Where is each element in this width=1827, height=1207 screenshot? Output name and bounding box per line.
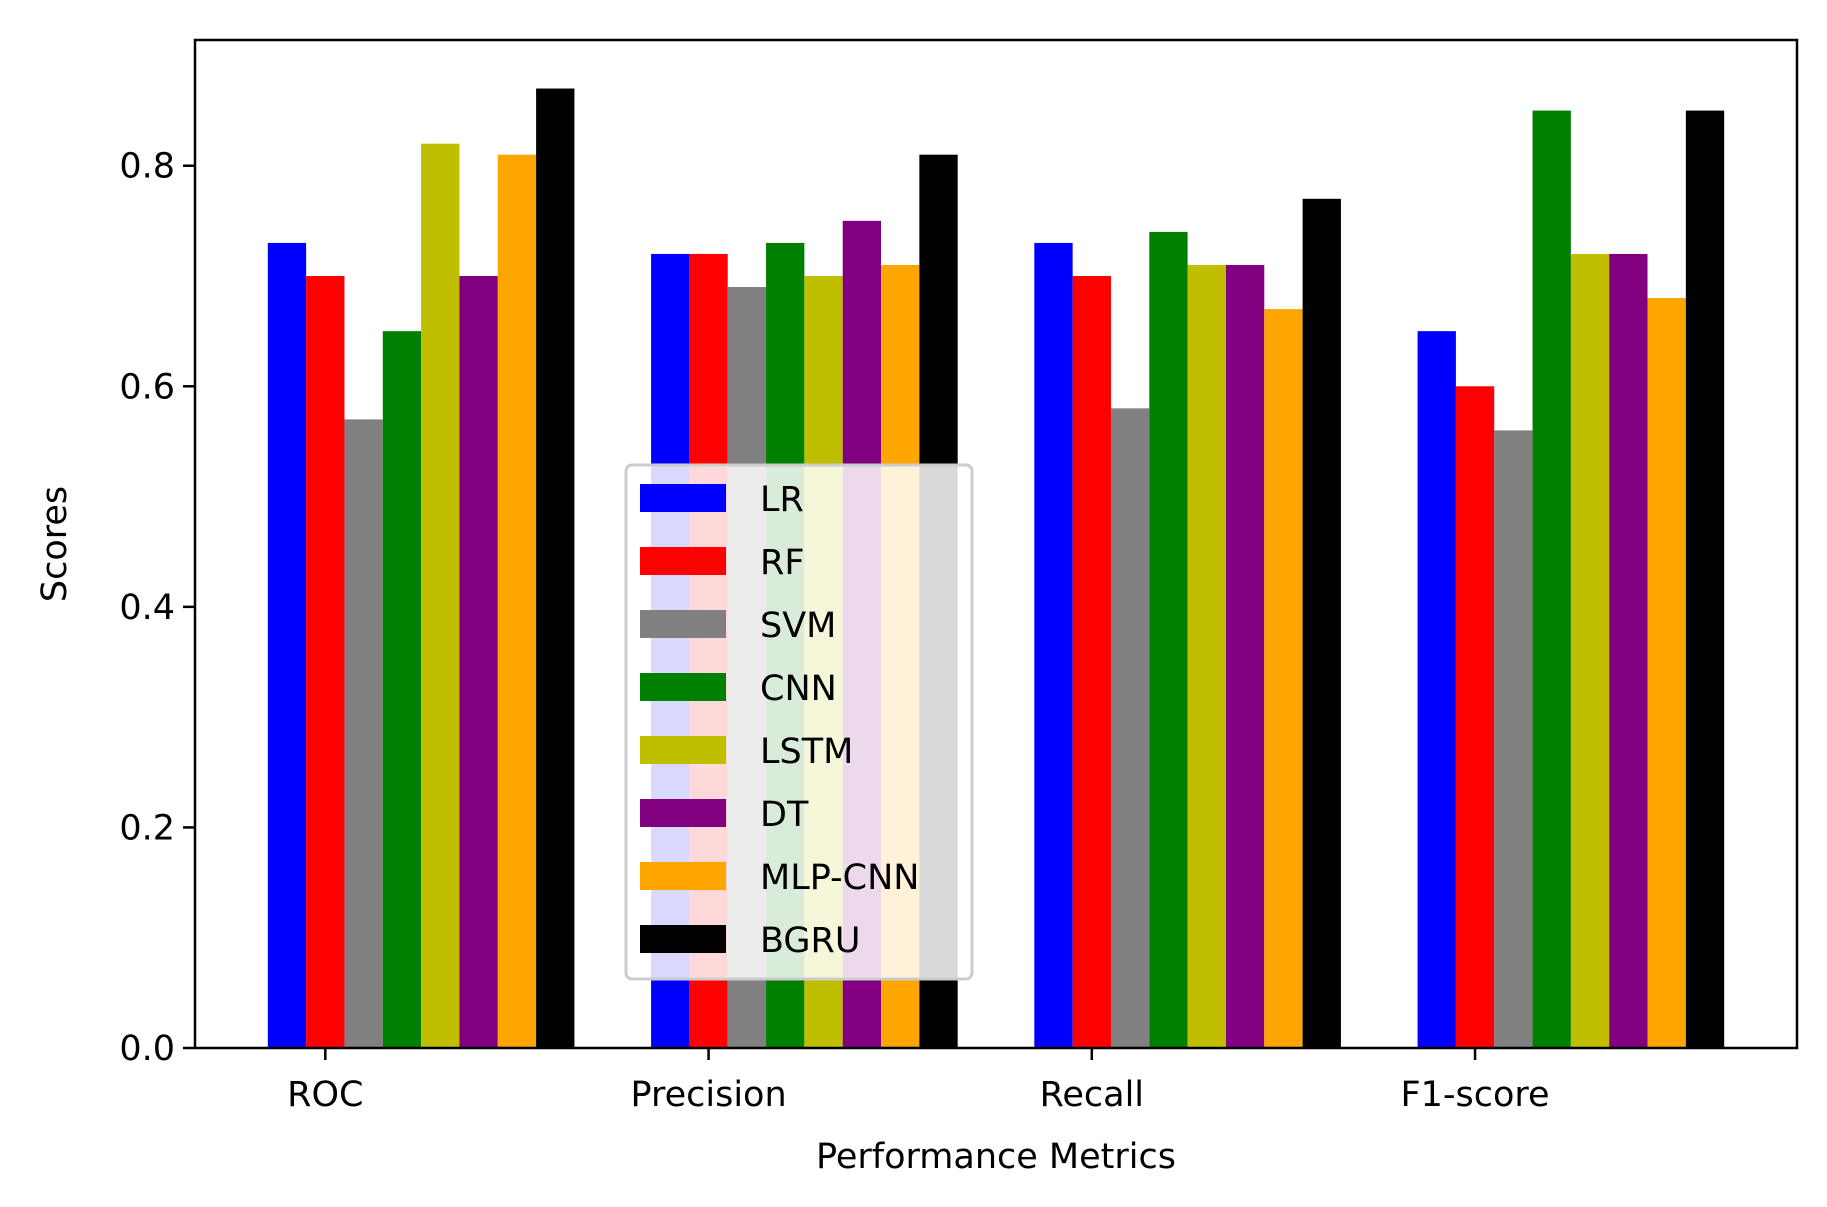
bar-mlp-cnn-roc <box>497 154 537 1048</box>
bar-cnn-roc <box>382 331 422 1048</box>
bar-cnn-f1-score <box>1532 110 1571 1049</box>
x-tick-label: ROC <box>287 1075 363 1115</box>
bar-dt-roc <box>459 276 498 1048</box>
bar-lstm-roc <box>421 143 460 1049</box>
legend-label-lr: LR <box>760 480 804 520</box>
y-tick-label: 0.8 <box>119 147 175 187</box>
legend-label-cnn: CNN <box>760 669 837 709</box>
bar-dt-recall <box>1225 264 1265 1048</box>
legend-label-dt: DT <box>760 795 809 835</box>
bar-svm-roc <box>344 419 383 1049</box>
bar-svm-f1-score <box>1494 430 1533 1049</box>
legend-label-bgru: BGRU <box>760 921 860 961</box>
y-tick-label: 0.2 <box>119 808 175 848</box>
legend-swatch-lr <box>640 484 726 512</box>
legend-label-lstm: LSTM <box>760 732 853 772</box>
bar-lr-recall <box>1034 242 1073 1049</box>
legend-box <box>624 463 974 981</box>
legend-label-svm: SVM <box>760 606 836 646</box>
legend-swatch-mlp-cnn <box>640 862 726 890</box>
bar-rf-f1-score <box>1455 386 1495 1048</box>
bar-bgru-recall <box>1302 198 1341 1048</box>
x-axis-label: Performance Metrics <box>816 1137 1176 1177</box>
legend-swatch-dt <box>640 799 726 827</box>
legend-label-rf: RF <box>760 543 804 583</box>
bars-group <box>267 88 1725 1049</box>
y-axis-label: Scores <box>35 486 75 602</box>
legend-swatch-cnn <box>640 673 726 701</box>
legend-swatch-svm <box>640 610 726 638</box>
bar-bgru-roc <box>536 88 575 1049</box>
bar-cnn-recall <box>1149 231 1188 1049</box>
legend: LR RF SVM CNN LSTM DT MLP-CNN BGRU <box>624 463 974 981</box>
x-tick-label: F1-score <box>1401 1075 1550 1115</box>
plot-frame <box>193 38 1799 1050</box>
x-tick-label: Recall <box>1040 1075 1144 1115</box>
y-tick-label: 0.6 <box>119 367 175 407</box>
bar-svm-recall <box>1110 408 1150 1048</box>
bar-bgru-f1-score <box>1685 110 1725 1049</box>
y-axis-ticks: 0.0 0.2 0.4 0.6 0.8 <box>119 147 195 1069</box>
x-axis-ticks: ROC Precision Recall F1-score <box>287 1048 1550 1115</box>
bar-rf-recall <box>1072 276 1111 1048</box>
bar-dt-f1-score <box>1609 253 1648 1049</box>
legend-label-mlp-cnn: MLP-CNN <box>760 858 919 898</box>
legend-swatch-bgru <box>640 925 726 953</box>
legend-swatch-rf <box>640 547 726 575</box>
bar-mlp-cnn-recall <box>1264 309 1303 1048</box>
bar-lstm-recall <box>1187 264 1226 1048</box>
bar-lr-f1-score <box>1417 331 1456 1048</box>
bar-lr-roc <box>267 242 307 1049</box>
y-tick-label: 0.0 <box>119 1029 175 1069</box>
bar-rf-roc <box>306 276 345 1048</box>
y-tick-label: 0.4 <box>119 588 175 628</box>
bar-mlp-cnn-f1-score <box>1647 298 1686 1048</box>
legend-swatch-lstm <box>640 736 726 764</box>
x-tick-label: Precision <box>630 1075 786 1115</box>
bar-lstm-f1-score <box>1570 253 1610 1049</box>
